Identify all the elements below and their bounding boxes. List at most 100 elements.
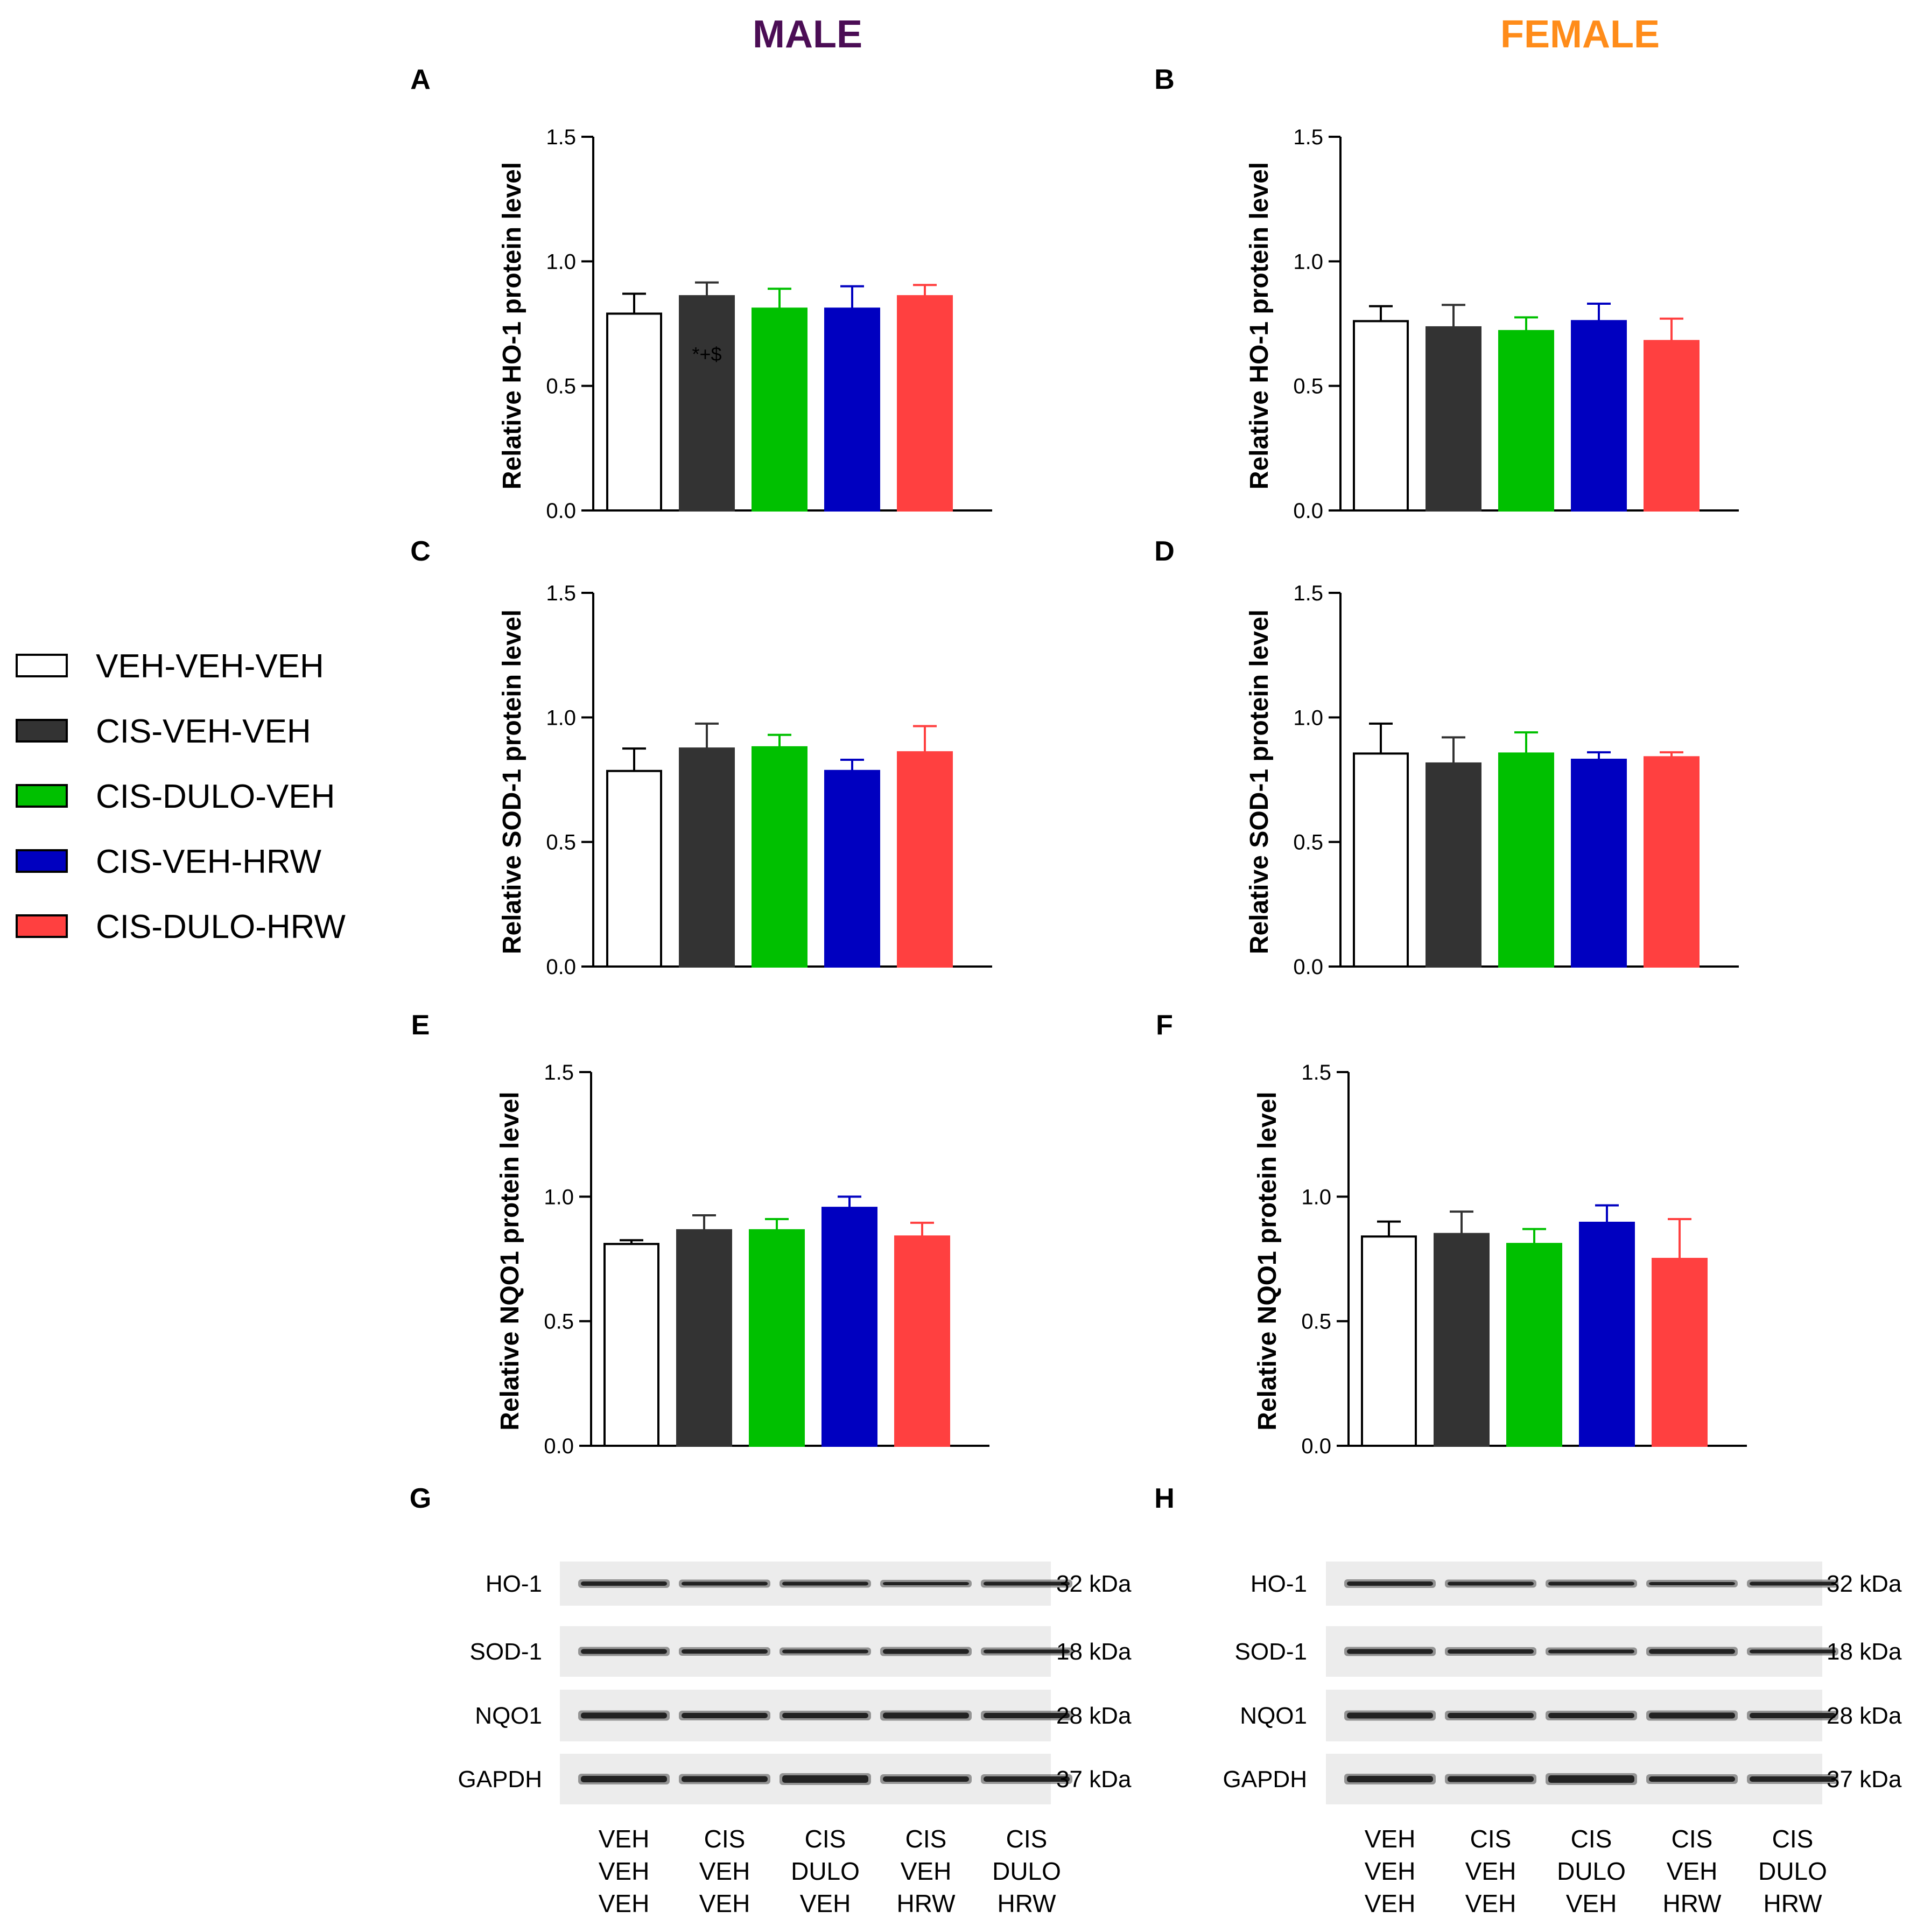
protein-band [1649,1582,1735,1585]
y-axis-label: Relative SOD-1 protein level [498,610,526,954]
protein-band [1347,1712,1433,1719]
bar [679,747,735,968]
protein-band [984,1649,1070,1654]
lane-label: CIS [805,1825,846,1853]
y-tick-label: 1.5 [546,582,576,605]
lane-label: CIS [905,1825,947,1853]
y-tick-label: 1.0 [1301,1185,1331,1209]
lane-label: VEH [1465,1889,1516,1917]
bar [1353,752,1409,968]
lane-label: DULO [1557,1857,1626,1885]
protein-band [581,1776,667,1782]
lane-label: VEH [599,1825,650,1853]
y-tick-label: 1.5 [546,125,576,149]
bar [752,307,807,512]
blot-kda-label: 18 kDa [1827,1639,1902,1665]
header-female: FEMALE [1500,13,1660,56]
bar [1571,758,1627,968]
lane-label: HRW [1662,1889,1722,1917]
blot-g: G HO-1 32 kDa SOD-1 18 kDa NQO1 28 kDa GAPDH 37 … [410,1483,1132,1917]
bar [676,1229,732,1447]
blot-protein-label: GAPDH [458,1766,542,1793]
protein-band [581,1712,667,1719]
protein-band [581,1581,667,1586]
protein-band [1649,1712,1735,1719]
bar [1579,1221,1635,1447]
panel-label: E [411,1010,430,1041]
protein-band [1548,1581,1634,1586]
lane-label: VEH [800,1889,851,1917]
bar [752,746,807,968]
lane-label: VEH [599,1857,650,1885]
y-tick-label: 0.5 [1293,375,1323,398]
header-male: MALE [753,13,862,56]
bar [606,769,662,968]
protein-band [682,1713,768,1718]
bar [1644,756,1700,968]
blot-protein-label: NQO1 [1240,1703,1307,1729]
blot-protein-label: NQO1 [475,1703,542,1729]
y-tick-label: 1.5 [1293,125,1323,149]
protein-band [682,1649,768,1654]
protein-band [883,1712,969,1719]
y-tick-label: 0.0 [1293,955,1323,979]
lane-label: DULO [992,1857,1061,1885]
y-axis-label: Relative HO-1 protein level [1245,162,1274,489]
protein-band [782,1713,868,1718]
bar [749,1229,805,1447]
legend-label: VEH-VEH-VEH [96,648,324,685]
bar [897,751,953,968]
chart-b: B 0.0 0.5 1.0 1.5 Relative HO-1 protein level [1154,64,1739,523]
protein-band [1750,1581,1836,1586]
y-tick-label: 1.0 [544,1185,574,1209]
bar [1353,320,1409,512]
panel-label: F [1156,1010,1173,1041]
blot-h: H HO-1 32 kDa SOD-1 18 kDa NQO1 28 kDa GAPDH 37 … [1154,1483,1902,1917]
protein-band [1649,1776,1735,1782]
blot-kda-label: 32 kDa [1827,1571,1902,1597]
protein-band [883,1649,969,1654]
panel-label: D [1154,536,1175,567]
panel-label: G [410,1483,431,1514]
legend-label: CIS-DULO-HRW [96,908,346,946]
legend-swatch [16,719,68,743]
legend-swatch [16,784,68,808]
y-tick-label: 0.5 [546,375,576,398]
blot-protein-label: GAPDH [1223,1766,1307,1793]
bar [1361,1235,1417,1447]
bar [1498,752,1554,968]
protein-band [1649,1649,1735,1654]
protein-band [682,1776,768,1782]
lane-label: CIS [1470,1825,1512,1853]
y-tick-label: 0.0 [1293,499,1323,523]
y-tick-label: 1.5 [544,1061,574,1084]
protein-band [1347,1776,1433,1782]
y-tick-label: 0.5 [1293,831,1323,855]
y-tick-label: 1.0 [546,706,576,730]
protein-band [782,1775,868,1783]
y-axis-label: Relative NQO1 protein level [1253,1091,1282,1431]
lane-label: CIS [1672,1825,1713,1853]
blot-protein-label: HO-1 [486,1571,542,1597]
legend-label: CIS-DULO-VEH [96,778,335,815]
lane-label: HRW [896,1889,956,1917]
lane-label: VEH [699,1889,750,1917]
bar [821,1207,877,1447]
bar [824,769,880,968]
y-tick-label: 1.0 [1293,706,1323,730]
blot-kda-label: 37 kDa [1827,1766,1902,1793]
blot-kda-label: 28 kDa [1056,1703,1132,1729]
protein-band [682,1581,768,1586]
protein-band [984,1776,1070,1782]
y-tick-label: 1.5 [1301,1061,1331,1084]
protein-band [1750,1776,1836,1782]
y-tick-label: 0.0 [1301,1434,1331,1458]
lane-label: DULO [1758,1857,1827,1885]
y-tick-label: 0.0 [546,955,576,979]
y-tick-label: 0.5 [544,1310,574,1334]
bar [894,1235,950,1447]
protein-band [984,1713,1070,1718]
legend-swatch [16,914,68,938]
bar [1506,1243,1562,1447]
